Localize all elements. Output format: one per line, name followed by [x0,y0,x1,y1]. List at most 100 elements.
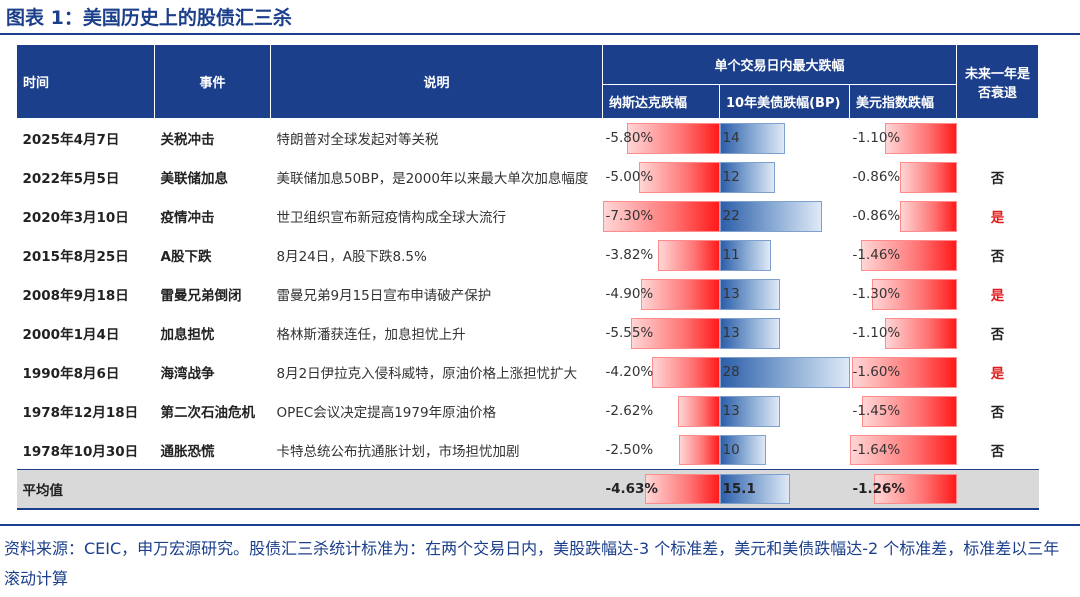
footer-divider [0,524,1080,526]
nasdaq-value: -4.20% [605,363,654,380]
row-date: 2000年1月4日 [22,327,120,343]
nasdaq-bar [652,356,720,388]
ust10-bar [719,317,780,349]
row-recession-flag: 是 [990,366,1005,382]
ust10-bar [719,395,780,427]
dxy-bar [900,161,957,193]
title-divider [0,33,1080,35]
ust10-bar [719,239,771,271]
nasdaq-value: -3.82% [605,246,654,263]
row-date: 2025年4月7日 [22,132,120,149]
dxy-value: -1.64% [852,441,901,458]
dxy-bar [900,200,957,232]
row-desc: 特朗普对全球发起对等关税 [276,132,439,149]
table-row: 1990年8月6日 海湾战争 8月2日伊拉克入侵科威特，原油价格上涨担忧扩大 -4.2… [17,353,1039,392]
row-recession-flag: 是 [990,288,1005,304]
row-event: 海湾战争 [160,366,215,382]
row-date: 2020年3月10日 [22,210,129,226]
nasdaq-bar [645,474,720,504]
ust10-cell: 11 [719,236,850,275]
average-row: 平均值 -4.63% 15.1 -1.26% [16,469,1039,510]
ust10-cell: 13 [719,275,850,314]
dxy-value: -1.10% [852,324,901,341]
header-nasdaq: 纳斯达克跌幅 [602,84,720,119]
dxy-cell: -1.10% [850,314,957,353]
nasdaq-cell: -3.82% [603,236,720,275]
row-date: 2008年9月18日 [22,288,129,304]
dxy-bar [861,395,957,427]
nasdaq-cell: -5.55% [603,314,720,353]
nasdaq-cell: -4.20% [603,353,720,392]
row-event: 通胀恐慌 [160,443,215,460]
dxy-cell: -1.26% [849,469,957,510]
nasdaq-cell: -7.30% [602,197,720,236]
dxy-value: -0.86% [852,168,901,185]
nasdaq-bar [602,200,720,232]
row-desc: 世卫组织宣布新冠疫情构成全球大流行 [276,210,507,226]
ust10-value: 13 [722,324,740,341]
header-date: 时间 [16,44,155,119]
dxy-bar [861,239,957,271]
nasdaq-bar [626,123,720,154]
nasdaq-value: -2.62% [605,402,654,419]
dxy-value: -1.30% [852,285,901,302]
dxy-bar [874,474,957,504]
ust10-value: 22 [722,207,740,224]
dxy-bar [884,317,957,349]
header-event: 事件 [154,44,271,119]
ust10-value: 11 [722,246,740,263]
row-event: A股下跌 [160,249,212,265]
ust10-bar [719,161,776,193]
dxy-value: -0.86% [852,207,901,224]
nasdaq-value: -5.55% [605,324,654,341]
dxy-cell: -1.10% [850,119,957,158]
ust10-bar [719,200,822,232]
ust10-value: 13 [722,402,740,419]
nasdaq-value: -4.90% [605,285,654,302]
row-desc: 卡特总统公布抗通胀计划，市场担忧加剧 [276,443,520,460]
header-max-drop-group: 单个交易日内最大跌幅 [602,44,957,85]
dxy-value: -1.45% [852,402,901,419]
row-recession-flag: 是 [990,210,1005,226]
row-date: 2022年5月5日 [22,171,120,187]
ust10-value: 13 [722,285,740,302]
dxy-value: -1.46% [852,246,901,263]
nasdaq-cell: -4.63% [602,469,720,510]
nasdaq-bar [640,278,720,310]
row-date: 1990年8月6日 [22,366,120,382]
ust10-cell: 13 [719,314,850,353]
ust10-bar [719,123,785,154]
header-ust10: 10年美债跌幅(BP) [719,84,850,119]
crash-table: 时间 事件 说明 单个交易日内最大跌幅 未来一年是否衰退 纳斯达克跌幅 10年美… [16,44,1039,510]
dxy-bar [852,356,957,388]
table-row: 1978年12月18日 第二次石油危机 OPEC会议决定提高1979年原油价格 -2.… [17,392,1039,431]
ust10-bar [719,474,790,504]
row-date: 2015年8月25日 [22,249,129,265]
row-desc: 格林斯潘获连任，加息担忧上升 [276,327,466,343]
table-row: 2015年8月25日 A股下跌 8月24日，A股下跌8.5% -3.82% 11 -1.4… [17,236,1039,275]
nasdaq-value: -5.80% [605,130,654,146]
dxy-cell: -1.60% [850,353,957,392]
dxy-value: -1.26% [852,481,905,497]
row-event: 第二次石油危机 [160,405,256,421]
nasdaq-value: -7.30% [605,207,654,224]
table-row: 2008年9月18日 雷曼兄弟倒闭 雷曼兄弟9月15日宣布申请破产保护 -4.90% 1… [17,275,1039,314]
ust10-cell: 13 [719,392,850,431]
row-desc: 8月2日伊拉克入侵科威特，原油价格上涨担忧扩大 [276,366,578,382]
dxy-cell: -0.86% [850,197,957,236]
nasdaq-bar [677,395,720,427]
row-recession-flag: 否 [990,405,1005,421]
row-date: 1978年10月30日 [22,443,139,460]
ust10-cell: 10 [719,431,850,470]
nasdaq-cell: -4.90% [603,275,720,314]
row-recession-flag: 否 [990,171,1005,187]
row-event: 关税冲击 [160,132,215,149]
dxy-cell: -1.64% [849,431,957,470]
dxy-bar [849,434,957,465]
ust10-cell: 12 [719,158,850,197]
row-recession-flag [957,119,1039,158]
nasdaq-bar [639,161,720,193]
nasdaq-cell: -5.00% [603,158,720,197]
row-date: 1978年12月18日 [22,405,139,421]
dxy-cell: -1.46% [850,236,957,275]
